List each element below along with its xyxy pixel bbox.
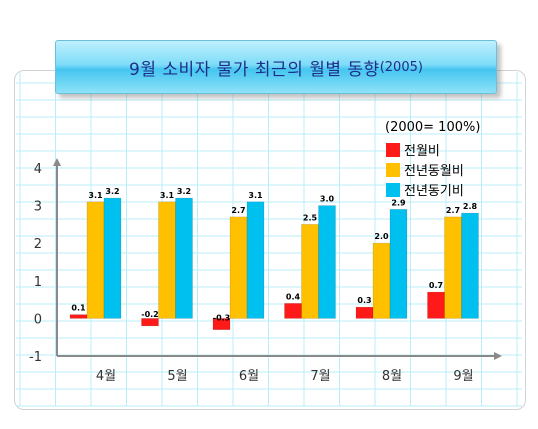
bar-전년동기비-7월: [318, 205, 336, 319]
x-axis-arrow: [494, 352, 502, 360]
y-tick-label: 2: [34, 237, 42, 252]
value-label: 0.3: [357, 296, 371, 305]
legend-label: 전년동기비: [404, 184, 464, 199]
category-labels: 4월 5월 6월 7월 8월 9월: [96, 369, 474, 384]
axes: [53, 158, 502, 360]
bar-전년동월비-4월: [86, 201, 105, 319]
bars: [69, 197, 479, 330]
category-label: 5월: [167, 369, 187, 384]
legend-label: 전년동월비: [404, 164, 464, 179]
bar-전년동월비-7월: [301, 224, 319, 319]
legend-label: 전월비: [404, 144, 440, 159]
value-label: -0.2: [141, 310, 159, 319]
category-label: 9월: [453, 369, 473, 384]
y-tick-label: 1: [34, 275, 42, 290]
legend-note: (2000= 100%): [385, 120, 480, 135]
grid-lines: [16, 72, 522, 407]
bar-전년동기비-5월: [175, 197, 193, 319]
chart-title-year: (2005): [379, 59, 423, 75]
value-labels: 0.13.1 3.2-0.23.1 3.2-0.32.73.10.42.53.00.…: [71, 187, 477, 323]
bar-전월비-5월: [141, 318, 159, 327]
bar-전년동월비-8월: [372, 242, 391, 319]
bar-전년동월비-5월: [158, 201, 176, 319]
y-tick-label: -1: [29, 350, 42, 365]
category-label: 4월: [96, 369, 116, 384]
value-label: 0.7: [429, 281, 443, 290]
value-label: 2.7: [446, 206, 460, 215]
category-label: 7월: [310, 369, 330, 384]
bar-전월비-7월: [284, 303, 302, 319]
title-banner: 9월 소비자 물가 최근의 월별 동향 (2005): [55, 40, 497, 94]
bar-전년동월비-6월: [229, 216, 248, 319]
legend-swatch: [386, 183, 400, 197]
bar-전년동기비-9월: [461, 212, 479, 319]
y-tick-label: 4: [34, 162, 42, 177]
value-label: 0.4: [286, 292, 301, 301]
chart-title: 9월 소비자 물가 최근의 월별 동향: [129, 59, 380, 80]
legend-swatch: [386, 163, 400, 177]
value-label: 3.0: [320, 195, 335, 204]
category-label: 6월: [239, 369, 259, 384]
value-label: 2.5: [303, 213, 318, 222]
value-label: 0.1: [71, 304, 86, 313]
value-label: 2.0: [374, 232, 389, 241]
bar-전월비-6월: [212, 318, 231, 330]
value-label: -0.3: [213, 314, 231, 323]
category-label: 8월: [382, 369, 402, 384]
bar-전년동월비-9월: [444, 216, 462, 319]
y-tick-label: 0: [34, 312, 42, 327]
value-label: 3.2: [177, 187, 191, 196]
value-label: 3.1: [160, 191, 175, 200]
y-tick-label: 3: [34, 200, 42, 215]
bar-전월비-8월: [355, 306, 374, 319]
y-tick-labels: -1 0 1 2 3 4: [29, 162, 42, 365]
value-label: 3.1: [88, 191, 103, 200]
value-label: 2.8: [463, 202, 478, 211]
bar-전월비-9월: [427, 291, 445, 319]
value-label: 2.9: [391, 198, 406, 207]
legend-swatch: [386, 143, 400, 157]
bar-전년동기비-6월: [246, 201, 265, 319]
bar-전년동기비-4월: [103, 197, 122, 319]
bar-전월비-4월: [69, 314, 88, 319]
bar-전년동기비-8월: [389, 209, 408, 319]
y-axis-arrow: [53, 158, 61, 166]
value-label: 3.1: [248, 191, 263, 200]
value-label: 3.2: [105, 187, 119, 196]
value-label: 2.7: [231, 206, 245, 215]
